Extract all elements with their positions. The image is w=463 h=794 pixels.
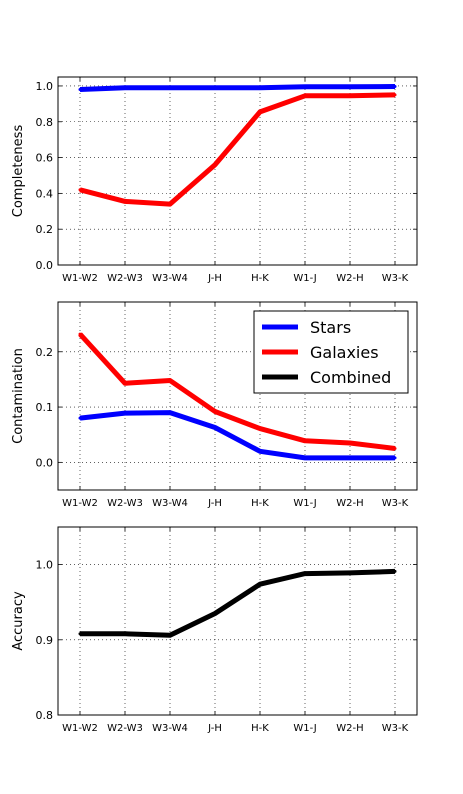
legend-label: Combined xyxy=(310,368,391,387)
data-point-stars xyxy=(168,411,172,415)
y-tick-label: 0.0 xyxy=(36,456,54,469)
axes-frame xyxy=(57,301,418,491)
x-tick-label: W1-J xyxy=(293,273,316,284)
data-point-combined xyxy=(78,632,82,636)
data-point-stars xyxy=(393,84,397,88)
y-tick-label: 0.2 xyxy=(36,346,54,359)
data-point-stars xyxy=(123,411,127,415)
data-point-stars xyxy=(303,456,307,460)
data-point-stars xyxy=(303,85,307,89)
y-tick-label: 0.2 xyxy=(36,223,54,236)
data-point-galaxies xyxy=(348,441,352,445)
data-point-galaxies xyxy=(303,439,307,443)
data-point-stars xyxy=(78,416,82,420)
y-tick-label: 0.0 xyxy=(36,259,54,272)
x-tick-label: H-K xyxy=(251,723,269,734)
x-tick-label: W3-K xyxy=(382,273,409,284)
data-point-stars xyxy=(348,85,352,89)
x-tick-label: W2-H xyxy=(336,273,363,284)
series-line-combined xyxy=(80,568,396,638)
series-line-galaxies xyxy=(78,332,396,451)
x-tick-label: J-H xyxy=(207,498,222,509)
series-line-stars xyxy=(79,410,395,461)
data-point-stars xyxy=(78,88,82,92)
axes-frame xyxy=(57,76,418,266)
data-point-stars xyxy=(393,456,397,460)
y-tick-label: 1.0 xyxy=(36,559,54,572)
legend-label: Galaxies xyxy=(310,343,379,362)
data-point-galaxies xyxy=(123,381,127,385)
data-point-stars xyxy=(213,86,217,90)
x-tick-label: W2-H xyxy=(336,498,363,509)
data-point-combined xyxy=(258,582,262,586)
legend: Stars Galaxies Combined xyxy=(253,310,409,394)
data-point-galaxies xyxy=(213,409,217,413)
x-tick-label: W2-W3 xyxy=(107,273,143,284)
data-point-galaxies xyxy=(393,447,397,451)
x-tick-label: J-H xyxy=(207,273,222,284)
y-tick-label: 0.4 xyxy=(36,187,54,200)
data-point-stars xyxy=(168,86,172,90)
series-line-stars xyxy=(79,84,396,92)
data-point-stars xyxy=(348,456,352,460)
x-tick-label: W2-W3 xyxy=(107,498,143,509)
data-point-galaxies xyxy=(78,188,82,192)
data-point-galaxies xyxy=(213,163,217,167)
x-tick-label: H-K xyxy=(251,498,269,509)
x-tick-label: W1-W2 xyxy=(62,273,98,284)
x-tick-label: J-H xyxy=(207,723,222,734)
data-point-galaxies xyxy=(168,202,172,206)
axes-frame xyxy=(57,526,418,716)
data-point-combined xyxy=(348,571,352,575)
data-point-galaxies xyxy=(168,379,172,383)
data-point-galaxies xyxy=(78,332,82,336)
x-tick-label: W3-K xyxy=(382,723,409,734)
y-tick-label: 0.1 xyxy=(36,401,54,414)
data-point-combined xyxy=(168,633,172,637)
y-tick-label: 0.8 xyxy=(36,116,54,129)
data-point-combined xyxy=(213,611,217,615)
legend-label: Stars xyxy=(310,318,351,337)
x-tick-label: W3-K xyxy=(382,498,409,509)
y-axis-title: Accuracy xyxy=(11,591,26,651)
series-line-galaxies xyxy=(79,92,396,207)
x-tick-label: W3-W4 xyxy=(152,498,188,509)
x-tick-label: W2-H xyxy=(336,723,363,734)
panel-1: W1-W2 W2-W3 W3-W4 J-H H-K W1-J W2-H W3-K 0.0 0.2 0… xyxy=(11,76,418,284)
y-axis-title: Contamination xyxy=(11,348,26,444)
y-tick-label: 0.8 xyxy=(36,709,54,722)
data-point-combined xyxy=(123,632,127,636)
data-point-galaxies xyxy=(258,110,262,114)
y-tick-label: 1.0 xyxy=(36,80,54,93)
x-tick-label: W3-W4 xyxy=(152,723,188,734)
data-point-galaxies xyxy=(348,94,352,98)
data-point-combined xyxy=(303,572,307,576)
x-tick-label: W1-J xyxy=(293,498,316,509)
x-tick-label: W2-W3 xyxy=(107,723,143,734)
panel-3: W1-W2 W2-W3 W3-W4 J-H H-K W1-J W2-H W3-K 0.8 0.9 1… xyxy=(11,526,418,734)
x-tick-label: W1-W2 xyxy=(62,723,98,734)
data-point-stars xyxy=(258,449,262,453)
x-tick-label: H-K xyxy=(251,273,269,284)
data-point-combined xyxy=(393,569,397,573)
data-point-stars xyxy=(123,86,127,90)
y-tick-label: 0.6 xyxy=(36,152,54,165)
data-point-stars xyxy=(258,86,262,90)
data-point-stars xyxy=(213,426,217,430)
x-tick-label: W1-J xyxy=(293,723,316,734)
data-point-galaxies xyxy=(303,94,307,98)
panel-2: W1-W2 W2-W3 W3-W4 J-H H-K W1-J W2-H W3-K 0.0 0.1 0… xyxy=(11,301,418,509)
data-point-galaxies xyxy=(393,93,397,97)
x-tick-label: W1-W2 xyxy=(62,498,98,509)
data-point-galaxies xyxy=(123,199,127,203)
data-point-galaxies xyxy=(258,427,262,431)
y-axis-title: Completeness xyxy=(11,125,26,218)
y-tick-label: 0.9 xyxy=(36,634,54,647)
x-tick-label: W3-W4 xyxy=(152,273,188,284)
